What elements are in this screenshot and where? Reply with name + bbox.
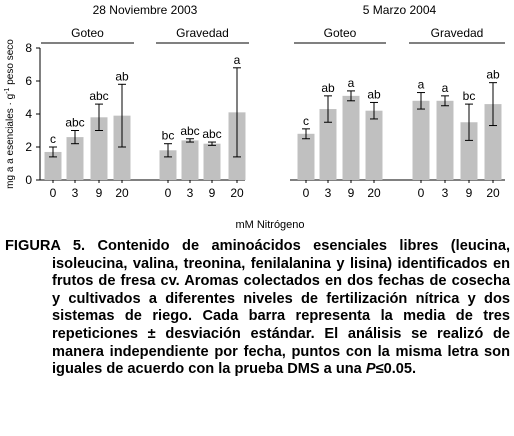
caption: FIGURA 5. Contenido de aminoácidos esenc… bbox=[5, 238, 510, 379]
letter-label: abc bbox=[89, 89, 108, 103]
bar bbox=[203, 143, 221, 180]
x-tick-label: 3 bbox=[442, 186, 449, 200]
y-axis-label-part: peso seco bbox=[5, 39, 16, 88]
x-tick-label: 3 bbox=[187, 186, 194, 200]
panel-title: 5 Marzo 2004 bbox=[363, 3, 437, 17]
group-label: Goteo bbox=[71, 26, 104, 40]
letter-label: a bbox=[442, 81, 449, 95]
bar bbox=[436, 100, 454, 180]
x-tick-label: 20 bbox=[486, 186, 500, 200]
caption-text: Contenido de aminoácidos esenciales libr… bbox=[52, 238, 511, 378]
letter-label: abc bbox=[180, 124, 199, 138]
x-tick-label: 20 bbox=[230, 186, 244, 200]
x-tick-label: 20 bbox=[115, 186, 129, 200]
x-tick-label: 0 bbox=[303, 186, 310, 200]
caption-end: ≤0.05. bbox=[375, 361, 417, 378]
x-tick-label: 3 bbox=[325, 186, 332, 200]
group-label: Gravedad bbox=[431, 26, 484, 40]
caption-p: P bbox=[365, 361, 376, 378]
bar bbox=[342, 95, 360, 180]
bar bbox=[365, 110, 383, 180]
x-tick-label: 9 bbox=[96, 186, 103, 200]
bar bbox=[181, 140, 199, 180]
bar bbox=[297, 133, 315, 180]
bar bbox=[412, 100, 430, 180]
bar bbox=[113, 115, 131, 180]
letter-label: ab bbox=[367, 87, 381, 101]
x-tick-label: 0 bbox=[418, 186, 425, 200]
bar bbox=[44, 151, 62, 180]
letter-label: ab bbox=[115, 69, 129, 83]
caption-label: FIGURA 5. bbox=[5, 238, 86, 254]
y-axis-label: mg a a esenciales · g-1 peso seco bbox=[4, 39, 16, 189]
chart: 28 Noviembre 2003 0 2 4 6 8 mg a a esenciales … bbox=[4, 3, 505, 231]
bar bbox=[319, 109, 337, 180]
letter-label: ab bbox=[321, 81, 335, 95]
bar bbox=[159, 150, 177, 180]
x-tick-label: 20 bbox=[367, 186, 381, 200]
bar bbox=[484, 104, 502, 180]
group-label: Goteo bbox=[324, 26, 357, 40]
x-tick-label: 9 bbox=[466, 186, 473, 200]
x-tick-label: 9 bbox=[348, 186, 355, 200]
letter-label: abc bbox=[65, 116, 84, 130]
letter-label: a bbox=[418, 78, 425, 92]
y-tick-label: 4 bbox=[25, 107, 32, 121]
x-tick-label: 0 bbox=[50, 186, 57, 200]
x-tick-label: 0 bbox=[165, 186, 172, 200]
letter-label: abc bbox=[202, 127, 221, 141]
y-axis-label-part: -1 bbox=[4, 87, 11, 93]
y-tick-label: 2 bbox=[25, 140, 32, 154]
y-axis-label-part: mg a a esenciales · g bbox=[5, 94, 16, 189]
letter-label: a bbox=[234, 53, 241, 67]
x-tick-label: 3 bbox=[72, 186, 79, 200]
y-tick-label: 8 bbox=[25, 41, 32, 55]
letter-label: a bbox=[348, 76, 355, 90]
y-tick-label: 0 bbox=[25, 173, 32, 187]
bar bbox=[90, 117, 108, 180]
letter-label: bc bbox=[162, 129, 175, 143]
letter-label: ab bbox=[486, 68, 500, 82]
bar bbox=[66, 137, 84, 180]
letter-label: c bbox=[50, 132, 56, 146]
bar bbox=[460, 122, 478, 180]
x-axis-label: mM Nitrógeno bbox=[235, 219, 304, 231]
group-label: Gravedad bbox=[176, 26, 229, 40]
x-tick-label: 9 bbox=[209, 186, 216, 200]
panel-title: 28 Noviembre 2003 bbox=[93, 3, 198, 17]
letter-label: c bbox=[303, 114, 309, 128]
y-tick-label: 6 bbox=[25, 74, 32, 88]
letter-label: bc bbox=[463, 89, 476, 103]
